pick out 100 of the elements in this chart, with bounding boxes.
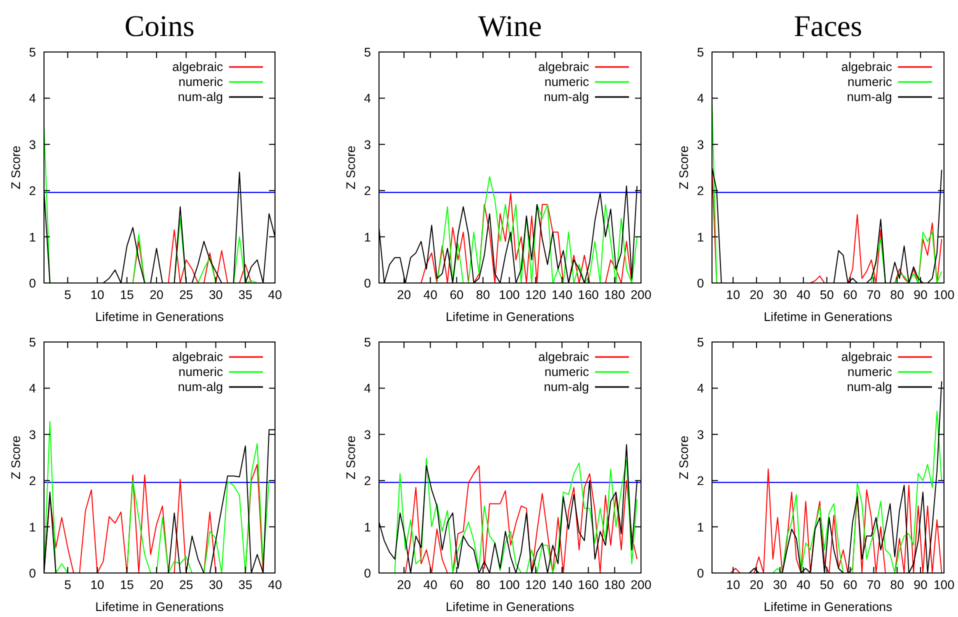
x-axis-title: Lifetime in Generations <box>764 600 892 614</box>
legend-label: num-alg <box>846 380 892 394</box>
y-tick-label: 4 <box>697 382 704 396</box>
x-tick-label: 40 <box>796 578 810 592</box>
x-tick-label: 35 <box>238 578 252 592</box>
y-tick-label: 5 <box>697 336 704 350</box>
x-tick-label: 30 <box>208 578 223 592</box>
legend-label: algebraic <box>841 350 892 364</box>
x-tick-label: 40 <box>268 288 282 302</box>
x-tick-label: 10 <box>90 578 104 592</box>
y-axis-title: Z Score <box>677 436 691 480</box>
y-tick-label: 0 <box>697 566 704 580</box>
legend-label: numeric <box>178 75 223 89</box>
line-series <box>436 176 638 284</box>
y-tick-label: 5 <box>364 46 372 60</box>
y-tick-label: 3 <box>697 138 704 152</box>
x-tick-label: 50 <box>820 578 834 592</box>
legend-label: num-alg <box>846 90 892 104</box>
y-tick-label: 5 <box>697 46 704 60</box>
y-tick-label: 5 <box>364 336 372 350</box>
x-tick-label: 5 <box>64 288 72 302</box>
y-tick-label: 2 <box>364 474 372 488</box>
y-tick-label: 3 <box>29 138 36 152</box>
x-tick-label: 30 <box>773 578 787 592</box>
x-tick-label: 15 <box>120 288 134 302</box>
x-tick-label: 60 <box>843 578 858 592</box>
x-tick-label: 70 <box>866 288 881 302</box>
x-tick-label: 20 <box>150 288 164 302</box>
x-tick-label: 35 <box>238 288 252 302</box>
x-tick-label: 140 <box>552 288 572 302</box>
x-tick-label: 100 <box>934 578 954 592</box>
y-tick-label: 3 <box>29 428 36 442</box>
x-tick-label: 80 <box>890 578 904 592</box>
x-tick-label: 40 <box>268 578 282 592</box>
x-tick-label: 100 <box>498 578 520 592</box>
x-tick-label: 20 <box>750 288 764 302</box>
x-axis-title: Lifetime in Generations <box>764 310 892 324</box>
x-tick-label: 20 <box>150 578 164 592</box>
y-tick-label: 0 <box>29 276 36 290</box>
y-tick-label: 4 <box>697 92 704 106</box>
y-tick-label: 2 <box>364 184 372 198</box>
legend-label: numeric <box>544 75 589 89</box>
x-tick-label: 20 <box>397 578 412 592</box>
y-tick-label: 0 <box>697 276 704 290</box>
x-tick-label: 100 <box>498 288 520 302</box>
y-tick-label: 0 <box>364 566 372 580</box>
y-tick-label: 5 <box>29 336 36 350</box>
legend-label: numeric <box>544 365 589 379</box>
y-axis-title: Z Score <box>344 436 358 480</box>
x-tick-label: 40 <box>423 578 438 592</box>
y-tick-label: 3 <box>364 428 372 442</box>
y-tick-label: 1 <box>697 520 704 534</box>
legend-label: num-alg <box>544 90 590 104</box>
legend-label: numeric <box>848 75 892 89</box>
x-tick-label: 25 <box>179 578 194 592</box>
legend-label: num-alg <box>178 90 224 104</box>
x-tick-label: 80 <box>890 288 904 302</box>
x-tick-label: 40 <box>796 288 810 302</box>
x-tick-label: 60 <box>450 578 464 592</box>
y-tick-label: 2 <box>29 184 36 198</box>
x-tick-label: 25 <box>179 288 194 302</box>
x-tick-label: 90 <box>914 288 928 302</box>
legend-label: algebraic <box>172 60 223 74</box>
legend-label: algebraic <box>841 60 892 74</box>
y-tick-label: 1 <box>29 230 36 244</box>
y-tick-label: 3 <box>697 428 704 442</box>
x-tick-label: 120 <box>525 288 546 302</box>
x-tick-label: 20 <box>397 288 412 302</box>
y-tick-label: 4 <box>364 92 372 106</box>
y-axis-title: Z Score <box>9 146 23 190</box>
legend-label: algebraic <box>538 350 589 364</box>
legend-label: num-alg <box>178 380 224 394</box>
x-axis-title: Lifetime in Generations <box>95 310 224 324</box>
y-tick-label: 5 <box>29 46 36 60</box>
x-tick-label: 60 <box>450 288 464 302</box>
y-tick-label: 1 <box>364 230 372 244</box>
y-tick-label: 2 <box>697 474 704 488</box>
y-tick-label: 4 <box>29 382 36 396</box>
legend-label: num-alg <box>544 380 590 394</box>
x-tick-label: 20 <box>750 578 764 592</box>
y-axis-title: Z Score <box>9 436 23 480</box>
chart-title: Faces <box>794 10 862 43</box>
x-axis-title: Lifetime in Generations <box>446 310 574 324</box>
x-tick-label: 5 <box>64 578 72 592</box>
y-tick-label: 0 <box>29 566 36 580</box>
y-tick-label: 4 <box>364 382 372 396</box>
y-tick-label: 0 <box>364 276 372 290</box>
chart-title: Wine <box>478 10 542 43</box>
y-axis-title: Z Score <box>677 146 691 190</box>
x-tick-label: 80 <box>476 578 490 592</box>
x-tick-label: 30 <box>773 288 787 302</box>
x-tick-label: 100 <box>934 288 954 302</box>
x-tick-label: 15 <box>120 578 134 592</box>
x-tick-label: 90 <box>914 578 928 592</box>
x-tick-label: 30 <box>208 288 223 302</box>
x-tick-label: 200 <box>630 578 652 592</box>
y-tick-label: 2 <box>29 474 36 488</box>
x-tick-label: 40 <box>423 288 438 302</box>
x-tick-label: 160 <box>578 288 599 302</box>
x-tick-label: 50 <box>820 288 834 302</box>
